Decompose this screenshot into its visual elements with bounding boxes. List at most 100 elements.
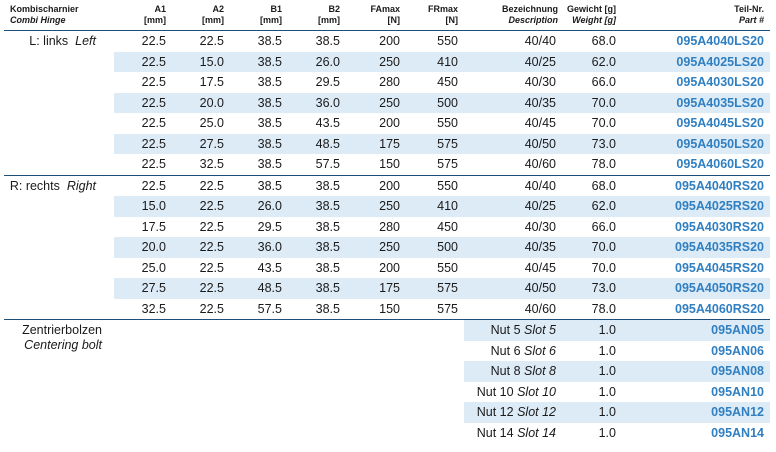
cell-a1: 17.5: [141, 219, 166, 234]
cell-b2: 38.5: [288, 237, 346, 258]
cell-b2: 43.5: [315, 116, 340, 130]
header-a1: A1 [mm]: [144, 4, 166, 25]
group-right-en: Right: [66, 178, 96, 193]
cell-a2: 15.0: [172, 51, 230, 72]
group-bolt-en: Centering bolt: [24, 338, 102, 352]
cell-weight: 1.0: [598, 384, 616, 399]
cell-description: 40/50: [464, 133, 564, 154]
cell-description: 40/45: [524, 116, 556, 130]
cell-a1: 22.5: [114, 133, 172, 154]
cell-b2: 38.5: [288, 174, 346, 196]
cell-frmax: 500: [406, 92, 464, 113]
cell-famax: 150: [379, 301, 400, 316]
cell-part-number: 095A4040LS20: [676, 34, 764, 48]
slot-de: Nut 10: [476, 384, 514, 399]
cell-b1: 48.5: [230, 278, 288, 299]
group-left-en: Left: [75, 34, 96, 48]
cell-weight: 78.0: [591, 301, 616, 316]
cell-description: 40/60: [524, 301, 556, 316]
header-a2: A2 [mm]: [202, 4, 224, 25]
group-bolt-de: Zentrierbolzen: [22, 323, 102, 337]
group-left-de: L: links: [29, 34, 69, 48]
header-frmax: FRmax [N]: [427, 4, 458, 25]
cell-weight: 66.0: [591, 75, 616, 89]
cell-b2: 29.5: [315, 75, 340, 89]
cell-b1: 36.0: [230, 237, 288, 258]
cell-part-number: 095A4060RS20: [675, 301, 764, 316]
cell-b2: 38.5: [315, 219, 340, 234]
group-right-de: R: rechts: [9, 178, 60, 193]
cell-part-number: 095A4050LS20: [622, 133, 770, 154]
header-part: Teil-Nr. Part #: [734, 4, 764, 25]
slot-en: Slot 8: [524, 364, 556, 378]
cell-frmax: 450: [437, 219, 458, 234]
cell-famax: 250: [346, 51, 406, 72]
table-row: Nut 6 Slot 6 1.0 095AN06: [4, 341, 770, 362]
cell-frmax: 410: [406, 196, 464, 217]
cell-a1: 15.0: [114, 196, 172, 217]
cell-b1: 57.5: [257, 301, 282, 316]
table-row: 22.5 27.5 38.5 48.5 175 575 40/50 73.0 095A4050L…: [4, 133, 770, 154]
cell-description: Nut 6 Slot 6: [464, 341, 564, 362]
combi-hinge-table: Kombischarnier Combi Hinge A1 [mm] A2 [mm] …: [4, 4, 770, 443]
table-row: 17.5 22.5 29.5 38.5 280 450 40/30 66.0 095A4030R…: [4, 217, 770, 238]
cell-a1: 22.5: [141, 75, 166, 89]
header-famax: FAmax [N]: [370, 4, 400, 25]
cell-b1: 38.5: [257, 75, 282, 89]
cell-famax: 200: [379, 116, 400, 130]
group-left: L: links Left: [4, 31, 114, 176]
cell-part-number: 095AN12: [622, 402, 770, 423]
cell-a1: 32.5: [141, 301, 166, 316]
cell-description: Nut 5 Slot 5: [464, 319, 564, 341]
cell-description: 40/25: [464, 51, 564, 72]
cell-part-number: 095A4035RS20: [622, 237, 770, 258]
cell-description: 40/30: [524, 75, 556, 89]
cell-weight: 70.0: [591, 116, 616, 130]
header-b1: B1 [mm]: [260, 4, 282, 25]
slot-en: Slot 10: [517, 384, 556, 399]
table-row: Nut 8 Slot 8 1.0 095AN08: [4, 361, 770, 382]
cell-description: 40/50: [464, 278, 564, 299]
cell-part-number: 095AN14: [711, 425, 764, 440]
cell-b1: 38.5: [230, 51, 288, 72]
cell-a2: 17.5: [199, 75, 224, 89]
cell-famax: 175: [346, 133, 406, 154]
cell-famax: 250: [346, 237, 406, 258]
table-row: 22.5 15.0 38.5 26.0 250 410 40/25 62.0 095A4025L…: [4, 51, 770, 72]
cell-a2: 22.5: [172, 174, 230, 196]
slot-en: Slot 5: [524, 323, 556, 337]
cell-description: 40/30: [524, 219, 556, 234]
cell-b1: 26.0: [230, 196, 288, 217]
cell-famax: 200: [346, 174, 406, 196]
cell-a2: 22.5: [199, 34, 224, 48]
slot-de: Nut 12: [476, 405, 514, 419]
cell-a1: 22.5: [141, 157, 166, 171]
cell-famax: 280: [379, 219, 400, 234]
cell-part-number: 095A4025RS20: [622, 196, 770, 217]
cell-b2: 38.5: [315, 260, 340, 275]
cell-b1: 38.5: [257, 116, 282, 130]
cell-b1: 38.5: [230, 174, 288, 196]
table-row: 20.0 22.5 36.0 38.5 250 500 40/35 70.0 095A4035R…: [4, 237, 770, 258]
cell-a1: 27.5: [114, 278, 172, 299]
slot-de: Nut 14: [476, 425, 514, 440]
cell-frmax: 550: [437, 116, 458, 130]
cell-part-number: 095AN06: [711, 343, 764, 358]
cell-part-number: 095A4030LS20: [676, 75, 764, 89]
cell-b2: 38.5: [315, 301, 340, 316]
cell-a1: 25.0: [141, 260, 166, 275]
cell-weight: 1.0: [564, 319, 622, 341]
table-row: 27.5 22.5 48.5 38.5 175 575 40/50 73.0 095A4050R…: [4, 278, 770, 299]
cell-description: 40/35: [464, 92, 564, 113]
cell-frmax: 575: [406, 133, 464, 154]
slot-en: Slot 6: [524, 343, 556, 358]
cell-description: Nut 12 Slot 12: [464, 402, 564, 423]
slot-de: Nut 8: [490, 364, 521, 378]
cell-a2: 20.0: [172, 92, 230, 113]
cell-b2: 38.5: [288, 278, 346, 299]
cell-part-number: 095AN08: [622, 361, 770, 382]
table-row: Nut 10 Slot 10 1.0 095AN10: [4, 382, 770, 403]
cell-frmax: 410: [406, 51, 464, 72]
cell-a1: 22.5: [114, 51, 172, 72]
cell-b1: 43.5: [257, 260, 282, 275]
